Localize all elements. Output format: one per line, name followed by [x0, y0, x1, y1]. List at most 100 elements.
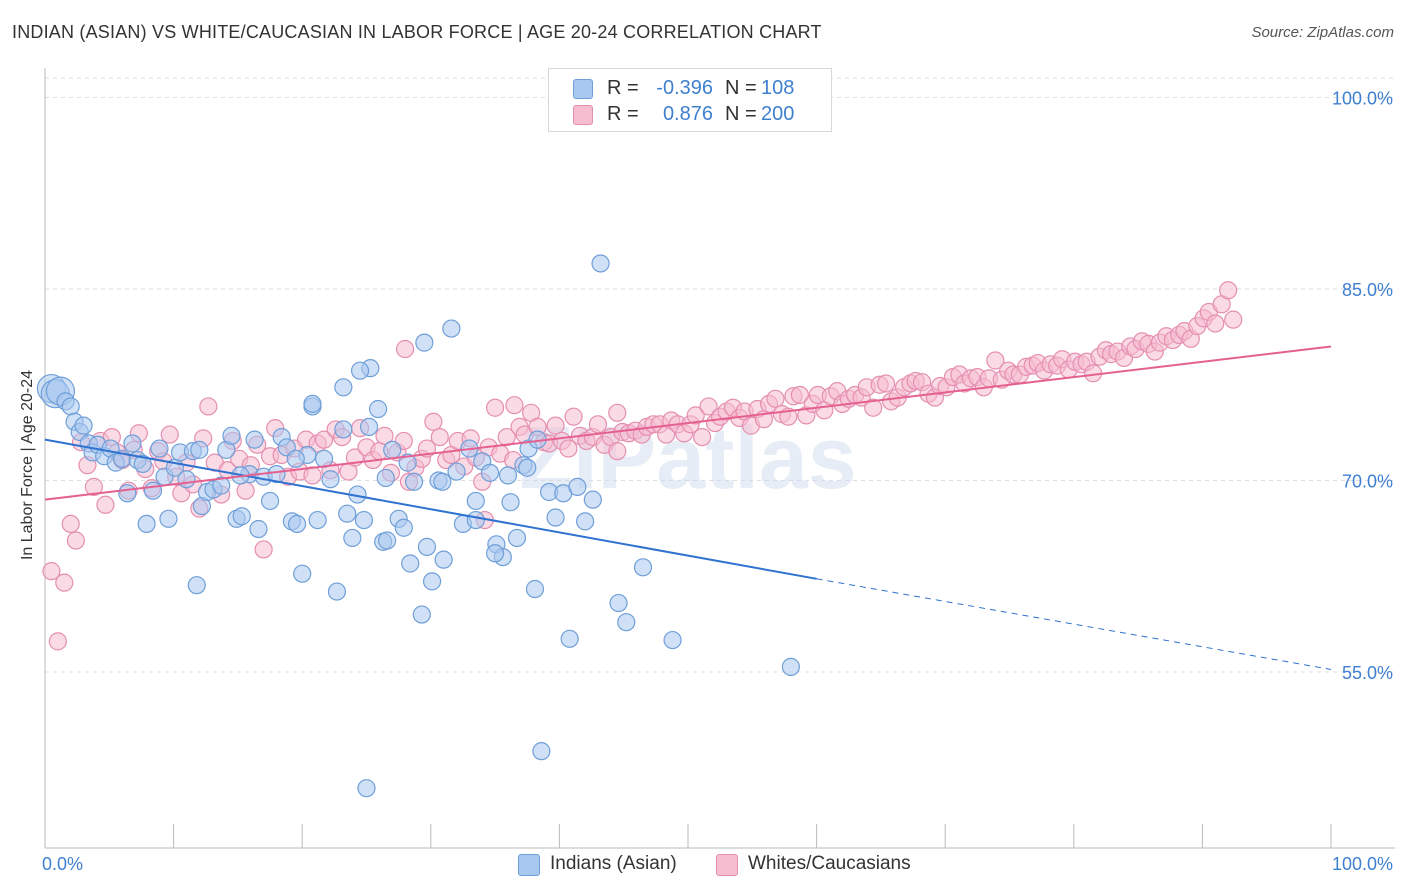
point-indians-asian — [633, 558, 653, 577]
series-indians-asian — [36, 254, 800, 798]
point-indians-asian — [568, 477, 587, 496]
point-indians-asian — [609, 593, 628, 613]
n-value: 108 — [761, 77, 795, 99]
point-indians-asian — [133, 454, 152, 474]
r-value: 0.876 — [662, 103, 713, 125]
point-whites-caucasians — [546, 416, 565, 435]
point-whites-caucasians — [375, 426, 394, 445]
point-whites-caucasians — [1206, 314, 1225, 333]
point-indians-asian — [591, 254, 610, 273]
x-tick-label: 100.0% — [1332, 854, 1393, 874]
point-whites-caucasians — [66, 531, 85, 550]
point-whites-caucasians — [199, 397, 218, 416]
point-indians-asian — [576, 512, 595, 531]
point-indians-asian — [663, 630, 682, 650]
legend-label: Indians (Asian) — [550, 853, 677, 874]
point-whites-caucasians — [505, 396, 524, 415]
point-whites-caucasians — [608, 442, 627, 461]
point-indians-asian — [143, 481, 163, 500]
point-whites-caucasians — [588, 415, 608, 434]
axes — [44, 68, 1395, 849]
source-credit: Source: ZipAtlas.com — [1251, 24, 1394, 41]
point-whites-caucasians — [864, 398, 883, 417]
point-indians-asian — [267, 465, 286, 484]
point-indians-asian — [560, 629, 579, 648]
point-whites-caucasians — [84, 477, 103, 496]
point-indians-asian — [327, 582, 347, 601]
point-whites-caucasians — [55, 573, 74, 592]
point-indians-asian — [118, 484, 137, 503]
tick-labels: 55.0% 70.0% 85.0% 100.0% 0.0% 100.0% — [42, 89, 1393, 875]
point-whites-caucasians — [699, 397, 718, 416]
point-whites-caucasians — [160, 425, 179, 444]
point-indians-asian — [359, 417, 379, 436]
point-indians-asian — [518, 458, 537, 477]
point-indians-asian — [480, 463, 500, 482]
point-whites-caucasians — [876, 374, 896, 393]
point-indians-asian — [190, 440, 209, 459]
point-indians-asian — [466, 491, 485, 511]
point-whites-caucasians — [1224, 310, 1243, 329]
point-whites-caucasians — [314, 430, 334, 449]
point-whites-caucasians — [236, 481, 255, 500]
trend-lines — [44, 345, 1332, 670]
point-indians-asian — [308, 510, 327, 530]
point-indians-asian — [74, 416, 93, 435]
point-indians-asian — [150, 439, 169, 458]
point-whites-caucasians — [686, 406, 705, 425]
legend-label: Whites/Caucasians — [748, 853, 911, 874]
y-tick-label: 85.0% — [1342, 280, 1393, 300]
point-indians-asian — [394, 518, 413, 537]
point-indians-asian — [159, 509, 178, 528]
point-indians-asian — [498, 466, 518, 485]
point-whites-caucasians — [693, 427, 712, 447]
point-indians-asian — [417, 537, 437, 556]
point-indians-asian — [433, 472, 452, 491]
point-whites-caucasians — [61, 514, 80, 534]
legend-swatch-pink — [573, 105, 593, 125]
point-indians-asian — [404, 472, 424, 491]
x-tick-label: 0.0% — [42, 854, 83, 874]
point-indians-asian — [286, 449, 305, 468]
point-indians-asian — [525, 579, 545, 599]
bottom-legend: Indians (Asian) Whites/Caucasians — [0, 852, 1406, 878]
point-indians-asian — [412, 605, 431, 624]
r-label: R = — [607, 77, 639, 99]
point-indians-asian — [507, 528, 527, 548]
point-indians-asian — [546, 508, 565, 527]
point-indians-asian — [486, 544, 505, 563]
point-indians-asian — [343, 528, 362, 548]
point-indians-asian — [260, 491, 280, 511]
trend-line-indians-extrapolated — [816, 578, 1332, 670]
point-whites-caucasians — [608, 403, 627, 422]
n-label: N = — [725, 103, 757, 125]
y-tick-label: 70.0% — [1342, 472, 1393, 492]
point-indians-asian — [447, 462, 466, 481]
point-indians-asian — [466, 510, 485, 530]
point-whites-caucasians — [790, 385, 809, 405]
point-indians-asian — [532, 742, 551, 761]
legend-swatch-blue — [573, 79, 593, 99]
point-whites-caucasians — [254, 540, 273, 559]
point-indians-asian — [137, 514, 156, 534]
point-whites-caucasians — [42, 562, 61, 581]
point-whites-caucasians — [986, 351, 1005, 370]
point-whites-caucasians — [430, 427, 449, 447]
n-label: N = — [725, 77, 757, 99]
point-indians-asian — [617, 613, 636, 632]
point-indians-asian — [177, 470, 196, 489]
point-indians-asian — [434, 550, 453, 569]
correlation-legend: R = -0.396 N = 108 R = 0.876 N = 200 — [548, 68, 832, 132]
point-indians-asian — [321, 470, 340, 489]
point-whites-caucasians — [96, 495, 115, 514]
point-whites-caucasians — [486, 398, 505, 417]
point-indians-asian — [245, 430, 264, 449]
point-indians-asian — [583, 490, 602, 509]
point-indians-asian — [123, 434, 142, 453]
gridlines — [45, 77, 1395, 673]
legend-row-indians: R = -0.396 N = 108 — [549, 75, 831, 101]
point-indians-asian — [293, 564, 312, 583]
n-value: 200 — [761, 103, 795, 125]
point-whites-caucasians — [766, 389, 785, 408]
